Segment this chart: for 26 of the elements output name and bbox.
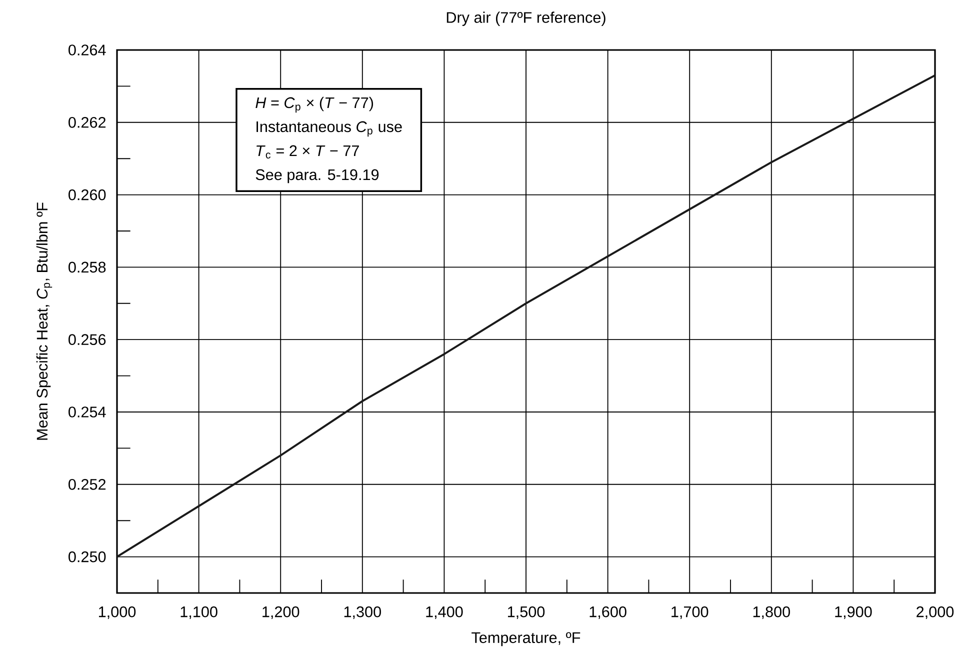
y-tick-label: 0.250 bbox=[68, 551, 106, 562]
x-tick-label: 1,000 bbox=[98, 606, 136, 620]
x-tick-label: 1,800 bbox=[753, 606, 790, 620]
x-tick-label: 1,300 bbox=[344, 606, 381, 620]
y-tick-label: 0.256 bbox=[68, 334, 106, 346]
x-tick-label: 1,900 bbox=[835, 606, 872, 620]
chart-title: Dry air (77ºF reference) bbox=[446, 12, 606, 26]
y-tick-label: 0.264 bbox=[68, 44, 106, 56]
y-tick-label: 0.252 bbox=[68, 478, 106, 490]
annotation: H = C$_{p}$ × (T − 77) bbox=[256, 96, 374, 113]
y-tick-label: 0.258 bbox=[68, 262, 106, 273]
annotation: T$_{c}$ = 2 × T − 77 bbox=[256, 145, 359, 158]
x-tick-label: 1,600 bbox=[590, 606, 626, 620]
x-tick-label: 2,000 bbox=[916, 606, 954, 620]
y-axis-title: Mean Specific Heat, C$_{p}$, Btu/lbm ºF bbox=[36, 202, 52, 440]
annotation: See para. 5-19.19 bbox=[256, 169, 379, 184]
annotation: Instantaneous C$_{p}$ use bbox=[256, 121, 402, 137]
x-tick-label: 1,500 bbox=[508, 606, 545, 620]
y-tick-label: 0.262 bbox=[68, 116, 106, 128]
x-tick-label: 1,100 bbox=[180, 606, 218, 620]
y-tick-label: 0.260 bbox=[68, 189, 106, 200]
x-tick-label: 1,200 bbox=[262, 606, 300, 620]
y-tick-label: 0.254 bbox=[68, 406, 106, 418]
x-tick-label: 1,700 bbox=[672, 606, 708, 620]
x-axis-title: Temperature, ºF bbox=[472, 632, 580, 646]
x-tick-label: 1,400 bbox=[426, 606, 463, 620]
